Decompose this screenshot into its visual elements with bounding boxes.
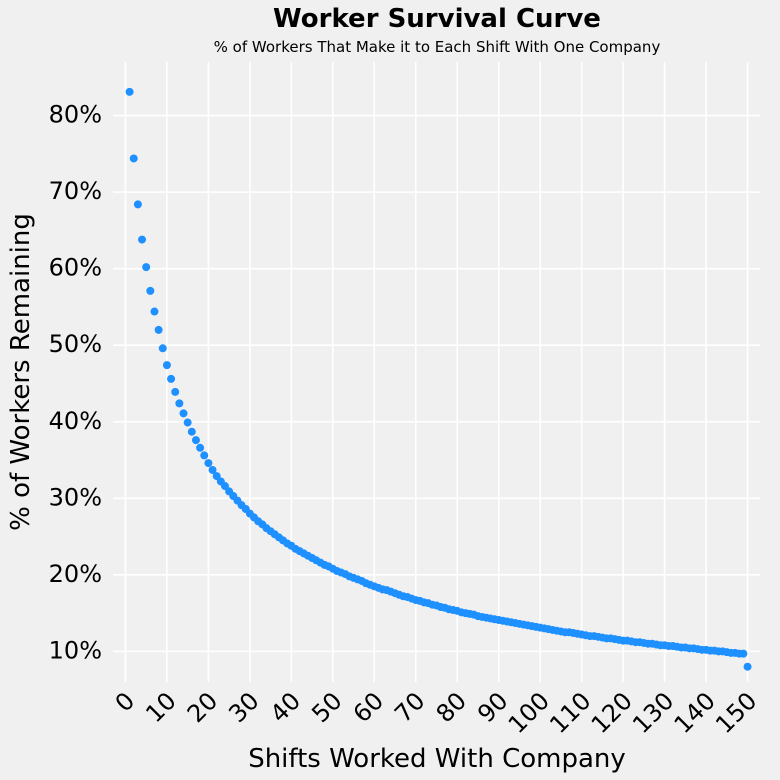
data-point (125, 87, 134, 96)
x-tick-label: 10 (140, 687, 181, 728)
y-tick-label: 50% (49, 330, 102, 358)
x-tick-label: 80 (431, 687, 472, 728)
x-tick-label: 120 (586, 687, 638, 739)
data-point (208, 465, 217, 474)
y-tick-labels: 10% 20% 30% 40% 50% 60% 70% 80% (49, 101, 102, 665)
x-tick-label: 20 (182, 687, 223, 728)
x-tick-label: 60 (348, 687, 389, 728)
y-tick-label: 80% (49, 101, 102, 129)
x-tick-label: 50 (306, 687, 347, 728)
data-point (129, 154, 138, 163)
x-tick-label: 100 (503, 687, 555, 739)
data-point (133, 200, 142, 209)
data-point (154, 325, 163, 334)
data-point (191, 436, 200, 445)
data-point (142, 263, 151, 272)
points-layer (125, 87, 752, 671)
data-point (175, 399, 184, 408)
data-point (171, 387, 180, 396)
data-point (204, 459, 213, 468)
data-point (196, 443, 205, 452)
data-point (743, 662, 752, 671)
x-tick-label: 150 (710, 687, 762, 739)
y-tick-label: 60% (49, 254, 102, 282)
data-point (187, 427, 196, 436)
y-tick-label: 30% (49, 483, 102, 511)
data-point (162, 361, 171, 370)
x-tick-label: 70 (389, 687, 430, 728)
chart-title: Worker Survival Curve (273, 4, 601, 34)
data-point (179, 409, 188, 418)
x-axis-label: Shifts Worked With Company (248, 744, 626, 774)
data-point (200, 451, 209, 460)
chart-subtitle: % of Workers That Make it to Each Shift … (214, 38, 661, 56)
data-point (146, 286, 155, 295)
x-tick-label: 30 (223, 687, 264, 728)
data-point (138, 235, 147, 244)
data-point (150, 307, 159, 316)
data-point (158, 344, 167, 353)
x-tick-label: 110 (544, 687, 596, 739)
y-tick-label: 40% (49, 407, 102, 435)
grid-layer (113, 62, 760, 682)
x-tick-label: 40 (265, 687, 306, 728)
y-tick-label: 20% (49, 560, 102, 588)
y-tick-label: 10% (49, 636, 102, 664)
x-tick-label: 130 (627, 687, 679, 739)
y-tick-label: 70% (49, 177, 102, 205)
data-point (739, 649, 748, 658)
data-point (167, 374, 176, 383)
x-tick-label: 140 (669, 687, 721, 739)
y-axis-label: % of Workers Remaining (6, 213, 36, 531)
x-tick-label: 0 (110, 687, 141, 718)
data-point (183, 418, 192, 427)
